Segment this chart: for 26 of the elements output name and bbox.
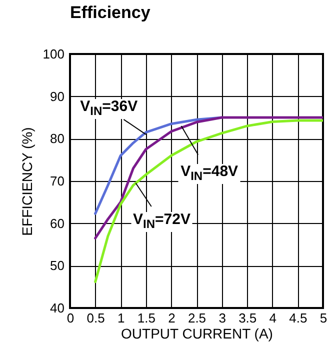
x-axis-title: OUTPUT CURRENT (A): [121, 326, 273, 342]
x-tick-label: 4: [269, 310, 277, 326]
x-tick-label: 4.5: [289, 310, 308, 326]
x-tick-label: 2: [168, 310, 176, 326]
annotation: V$_{IN}$=36V: [78, 98, 140, 120]
x-tick-label: 3: [218, 310, 226, 326]
x-tick-label: 0: [66, 310, 74, 326]
x-tick-label: 3.5: [238, 310, 257, 326]
line-series: [94, 116, 323, 240]
y-tick-label: 80: [50, 131, 64, 146]
chart-title: Efficiency: [70, 3, 151, 22]
y-tick-label: 50: [50, 258, 64, 274]
annotation: V$_{IN}$=48V: [178, 162, 240, 184]
x-tick-label: 0.5: [86, 310, 105, 326]
x-tick-label: 5: [320, 310, 328, 326]
y-tick-label: 90: [50, 88, 64, 104]
y-tick-label: 100: [42, 46, 64, 62]
y-axis-title: EFFICIENCY (%): [18, 127, 35, 236]
y-tick-label: 40: [50, 300, 64, 316]
y-tick-label: 70: [50, 174, 64, 188]
y-tick-label: 60: [50, 216, 64, 231]
line-series: [94, 119, 323, 284]
x-tick-label: 1.5: [137, 310, 156, 326]
x-tick-label: 2.5: [188, 310, 206, 326]
annotation: V$_{IN}$=72V: [131, 211, 192, 232]
x-tick-label: 1: [117, 310, 125, 326]
